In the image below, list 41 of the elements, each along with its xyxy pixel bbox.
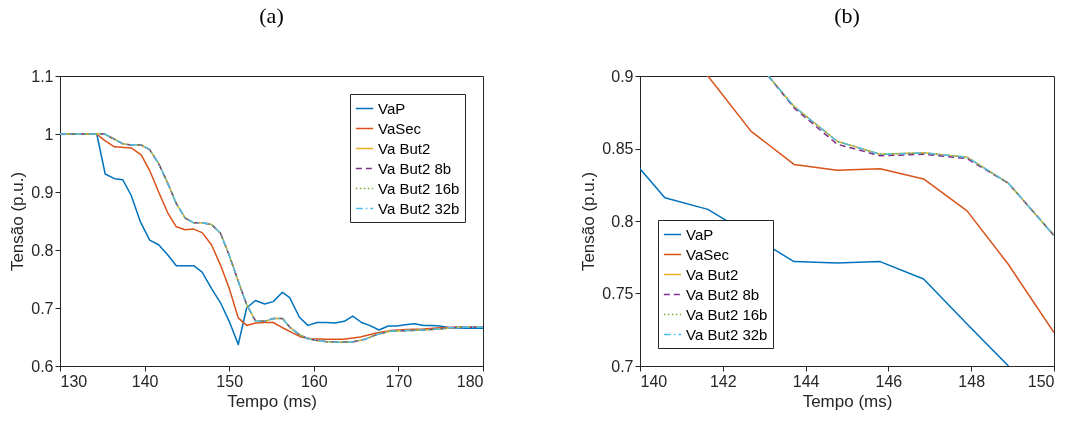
x-tick-label: 130 bbox=[60, 372, 88, 390]
legend-label: Va But2 16b bbox=[686, 305, 768, 323]
y-tick-label: 0.85 bbox=[602, 140, 634, 157]
y-axis-title: Tensão (p.u.) bbox=[579, 171, 599, 272]
x-tick-label: 150 bbox=[216, 372, 244, 390]
y-axis-title: Tensão (p.u.) bbox=[8, 171, 28, 272]
y-tick-label: 0.8 bbox=[31, 241, 54, 259]
x-axis-title: Tempo (ms) bbox=[227, 391, 317, 411]
x-tick-label: 144 bbox=[792, 372, 820, 390]
legend-label: VaP bbox=[378, 99, 406, 117]
legend-label: Va But2 bbox=[686, 265, 739, 283]
legend-label: VaSec bbox=[378, 119, 422, 137]
legend-label: Va But2 8b bbox=[686, 285, 760, 303]
legend-label: Va But2 8b bbox=[378, 159, 452, 177]
x-tick-label: 140 bbox=[640, 372, 668, 390]
x-tick-label: 146 bbox=[875, 372, 903, 390]
y-tick-label: 0.8 bbox=[611, 212, 634, 230]
x-tick-label: 142 bbox=[709, 372, 737, 390]
legend-label: VaP bbox=[686, 225, 714, 243]
chart-title: (a) bbox=[259, 3, 284, 28]
legend-label: Va But2 16b bbox=[378, 179, 460, 197]
chart-title: (b) bbox=[834, 3, 860, 28]
x-tick-label: 140 bbox=[131, 372, 159, 390]
y-tick-label: 1.1 bbox=[31, 67, 54, 85]
y-tick-label: 0.9 bbox=[611, 67, 634, 85]
y-tick-label: 0.75 bbox=[602, 285, 634, 302]
x-tick-label: 170 bbox=[385, 372, 413, 390]
x-tick-label: 160 bbox=[300, 372, 328, 390]
y-tick-label: 0.7 bbox=[611, 357, 634, 375]
y-tick-label: 0.6 bbox=[31, 357, 54, 375]
legend-label: VaSec bbox=[686, 245, 730, 263]
x-tick-label: 180 bbox=[456, 372, 484, 390]
x-tick-label: 150 bbox=[1027, 372, 1055, 390]
x-axis-title: Tempo (ms) bbox=[802, 391, 893, 411]
legend-label: Va But2 bbox=[378, 139, 431, 157]
x-tick-label: 148 bbox=[958, 372, 986, 390]
legend-label: Va But2 32b bbox=[378, 199, 460, 217]
legend-label: Va But2 32b bbox=[686, 325, 768, 343]
y-tick-label: 0.7 bbox=[31, 299, 54, 317]
y-tick-label: 0.9 bbox=[31, 183, 54, 201]
y-tick-label: 1 bbox=[44, 125, 54, 143]
